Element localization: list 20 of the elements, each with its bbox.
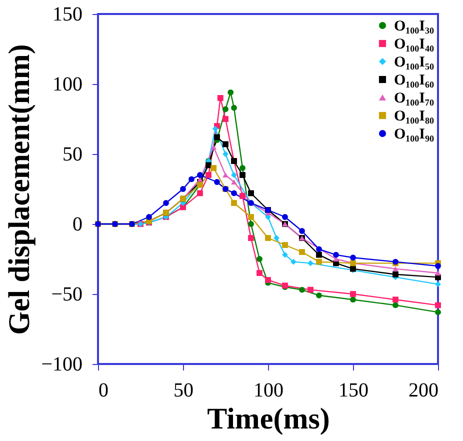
y-tick-label: 150 xyxy=(52,4,82,26)
y-tick-label: 100 xyxy=(52,74,82,96)
y-tick-label: 0 xyxy=(72,214,82,236)
legend-label: O₁₀₀I₃₀ xyxy=(394,18,434,34)
x-tick-label: 50 xyxy=(174,380,194,402)
legend-label: O₁₀₀I₄₀ xyxy=(394,36,434,52)
x-tick-label: 100 xyxy=(254,380,284,402)
x-axis-title: Time(ms) xyxy=(207,402,330,436)
x-tick-label: 200 xyxy=(408,380,438,402)
x-tick-label: 150 xyxy=(338,380,368,402)
y-tick-label: −100 xyxy=(41,354,82,376)
legend-label: O₁₀₀I₉₀ xyxy=(394,126,434,142)
legend-label: O₁₀₀I₅₀ xyxy=(394,54,434,70)
y-tick-label: −50 xyxy=(51,284,82,306)
x-tick-label: 0 xyxy=(98,380,108,402)
y-axis-title: Gel displacement(mm) xyxy=(3,44,36,335)
legend-label: O₁₀₀I₈₀ xyxy=(394,108,434,124)
y-tick-label: 50 xyxy=(62,144,82,166)
legend-label: O₁₀₀I₇₀ xyxy=(394,90,434,106)
legend-label: O₁₀₀I₆₀ xyxy=(394,72,434,88)
